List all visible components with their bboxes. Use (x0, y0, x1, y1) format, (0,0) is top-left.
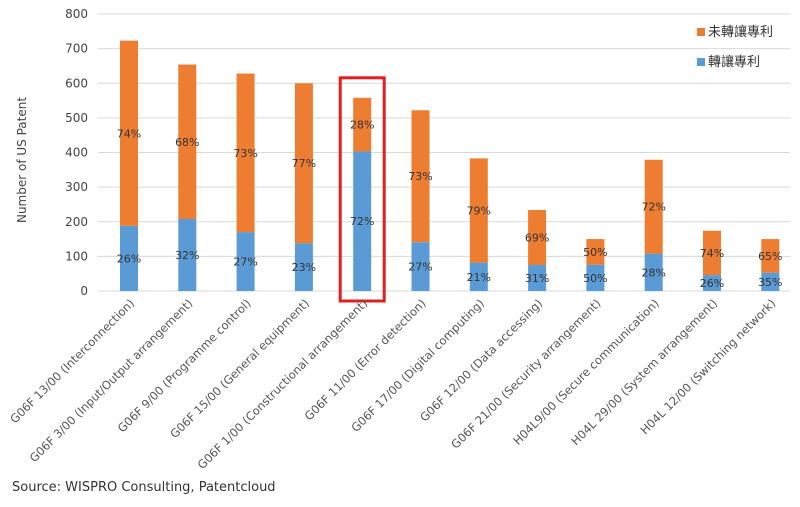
data-label-untransferred: 65% (758, 250, 782, 263)
highlight-box (338, 76, 386, 303)
legend-label: 未轉讓專利 (708, 24, 773, 40)
bar-untransferred (644, 159, 663, 254)
y-tick-label: 500 (65, 111, 88, 125)
bar-transferred (469, 262, 488, 291)
data-label-untransferred: 69% (525, 232, 549, 245)
data-label-transferred: 27% (233, 256, 257, 269)
legend-label: 轉讓專利 (708, 54, 760, 70)
legend-swatch (697, 58, 705, 66)
gridlines (98, 13, 790, 292)
y-tick-label: 700 (65, 42, 88, 56)
data-label-untransferred: 77% (292, 157, 316, 170)
y-tick-label: 200 (65, 215, 88, 229)
x-axis-ticks: G06F 13/00 (Interconnection)G06F 3/00 (I… (7, 296, 778, 472)
bars: 26% 74% 32% 68% 27% 73% 23% 77% 72% 28% 27% 73% 21% 7… (117, 40, 783, 303)
bar-untransferred (703, 230, 721, 276)
y-tick-label: 600 (65, 76, 88, 90)
bar-transferred (294, 243, 313, 291)
bar-transferred (236, 232, 255, 291)
data-label-untransferred: 79% (467, 204, 491, 217)
data-label-untransferred: 50% (583, 246, 607, 259)
y-tick-label: 100 (65, 249, 88, 263)
data-label-untransferred: 68% (175, 136, 199, 149)
bar-untransferred (761, 239, 780, 273)
bar-transferred (528, 265, 547, 291)
data-label-transferred: 27% (408, 261, 432, 274)
bar-transferred (761, 272, 780, 291)
bar-untransferred (411, 110, 430, 243)
bar-transferred (178, 218, 197, 291)
bar-transferred (353, 151, 372, 291)
data-label-transferred: 26% (117, 252, 141, 265)
bar-transferred (586, 264, 605, 291)
bar-untransferred (586, 239, 605, 265)
data-label-transferred: 23% (292, 261, 316, 274)
y-tick-label: 300 (65, 180, 88, 194)
data-label-untransferred: 73% (408, 170, 432, 183)
data-label-transferred: 28% (641, 266, 665, 279)
bar-transferred (411, 242, 430, 291)
data-label-untransferred: 74% (117, 127, 141, 140)
bar-untransferred (528, 209, 547, 266)
data-label-transferred: 72% (350, 215, 374, 228)
x-tick-label: G06F 13/00 (Interconnection) (7, 296, 137, 426)
bar-transferred (703, 275, 721, 291)
source-note: Source: WISPRO Consulting, Patentcloud (12, 480, 276, 495)
x-tick-label: G06F 12/00 (Data accessing) (417, 296, 545, 424)
data-label-transferred: 35% (758, 276, 782, 289)
data-label-untransferred: 73% (233, 147, 257, 160)
data-label-transferred: 21% (467, 271, 491, 284)
bar-transferred (644, 253, 663, 291)
y-axis-ticks: 0 100 200 300 400 500 600 700 800 (65, 7, 88, 298)
data-label-untransferred: 74% (700, 247, 724, 260)
x-tick-label: G06F 11/00 (Error detection) (302, 296, 429, 423)
bar-transferred (120, 225, 138, 291)
bar-untransferred (236, 73, 255, 233)
data-label-transferred: 26% (700, 277, 724, 290)
y-tick-label: 400 (65, 146, 88, 160)
y-tick-label: 800 (65, 7, 88, 21)
y-axis-label: Number of US Patent (15, 97, 29, 223)
bar-untransferred (120, 40, 138, 226)
legend-swatch (697, 28, 705, 36)
bar-untransferred (294, 83, 313, 244)
data-label-untransferred: 28% (350, 119, 374, 132)
data-label-transferred: 31% (525, 272, 549, 285)
data-label-transferred: 50% (583, 272, 607, 285)
bar-untransferred (469, 158, 488, 263)
data-label-transferred: 32% (175, 249, 199, 262)
data-label-untransferred: 72% (641, 201, 665, 214)
bar-untransferred (178, 64, 197, 219)
bar-untransferred (353, 97, 372, 152)
y-tick-label: 0 (80, 284, 88, 298)
